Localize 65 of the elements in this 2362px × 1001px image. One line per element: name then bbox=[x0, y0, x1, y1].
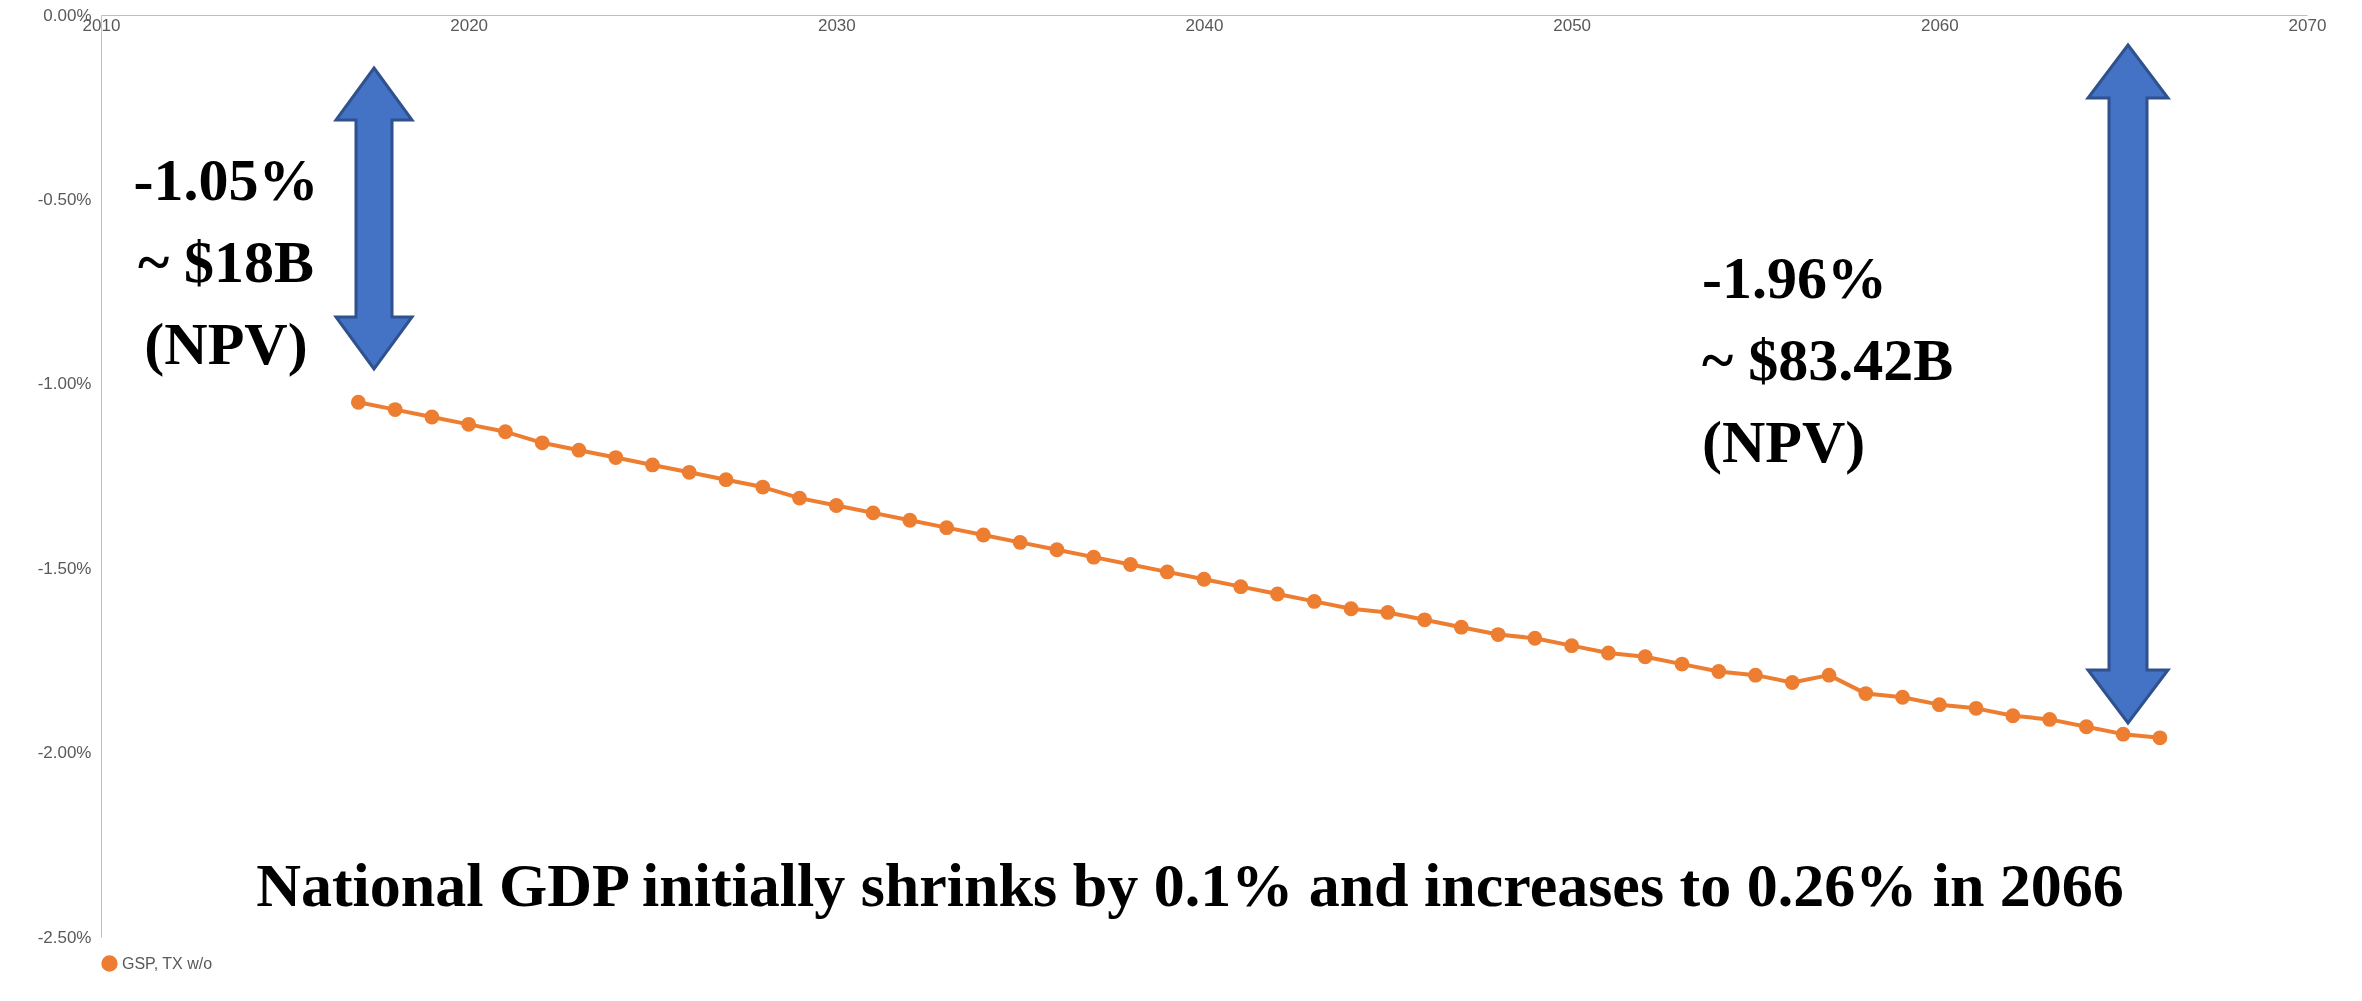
point bbox=[571, 442, 587, 458]
point bbox=[1858, 686, 1874, 701]
point bbox=[1821, 667, 1837, 683]
point bbox=[1564, 638, 1580, 654]
point bbox=[1784, 675, 1800, 690]
y-tick-label: -1.00% bbox=[37, 374, 92, 394]
point bbox=[1380, 605, 1396, 620]
point bbox=[1012, 534, 1028, 550]
point bbox=[1159, 564, 1175, 580]
point bbox=[350, 394, 366, 410]
y-tick-label: -2.00% bbox=[37, 743, 92, 763]
point bbox=[1306, 593, 1322, 609]
point bbox=[2115, 726, 2131, 742]
point bbox=[902, 512, 918, 528]
point bbox=[828, 498, 844, 513]
point bbox=[939, 520, 955, 536]
x-tick-label: 2040 bbox=[1185, 15, 1224, 35]
point bbox=[387, 402, 403, 418]
point bbox=[1123, 557, 1138, 572]
legend-label: GSP, TX w/o bbox=[122, 954, 213, 972]
x-tick-label: 2020 bbox=[450, 15, 489, 35]
point bbox=[645, 457, 660, 473]
point bbox=[2152, 730, 2168, 746]
point bbox=[1086, 549, 1102, 565]
point bbox=[681, 464, 697, 480]
point bbox=[1417, 612, 1433, 628]
point bbox=[1343, 601, 1359, 617]
point bbox=[2005, 708, 2021, 724]
x-tick-label: 2060 bbox=[1920, 15, 1959, 35]
point bbox=[534, 435, 550, 451]
point bbox=[792, 490, 807, 506]
y-tick-label: -1.50% bbox=[37, 558, 92, 578]
point bbox=[424, 409, 440, 425]
point bbox=[865, 505, 881, 521]
annotation: National GDP initially shrinks by 0.1% and increases to 0.26% in 2066 bbox=[256, 851, 2124, 919]
point bbox=[608, 450, 624, 465]
point bbox=[755, 479, 771, 495]
point bbox=[461, 416, 477, 432]
point bbox=[1527, 630, 1543, 646]
annotation: -1.96% ~ $83.42B (NPV) bbox=[1702, 245, 1954, 475]
point bbox=[498, 424, 513, 440]
point bbox=[1490, 627, 1506, 642]
point bbox=[1233, 579, 1249, 595]
point bbox=[975, 527, 991, 543]
point bbox=[718, 472, 734, 488]
annotation: -1.05% ~ $18B (NPV) bbox=[133, 147, 319, 377]
point bbox=[1968, 700, 1984, 716]
point bbox=[1196, 571, 1212, 587]
point bbox=[1674, 656, 1690, 672]
y-tick-label: -2.50% bbox=[37, 927, 92, 947]
point bbox=[1711, 664, 1727, 679]
y-tick-label: -0.50% bbox=[37, 189, 92, 209]
point bbox=[1453, 619, 1469, 635]
x-tick-label: 2050 bbox=[1553, 15, 1592, 35]
x-tick-label: 2030 bbox=[817, 15, 856, 35]
point bbox=[1748, 667, 1763, 683]
point bbox=[2042, 712, 2058, 727]
x-tick-label: 2070 bbox=[2288, 15, 2327, 35]
point bbox=[1601, 645, 1616, 661]
point bbox=[1637, 649, 1653, 665]
point bbox=[2078, 719, 2094, 735]
point bbox=[1931, 697, 1947, 713]
point bbox=[1270, 586, 1285, 602]
point bbox=[1049, 542, 1065, 558]
point bbox=[1895, 689, 1910, 705]
